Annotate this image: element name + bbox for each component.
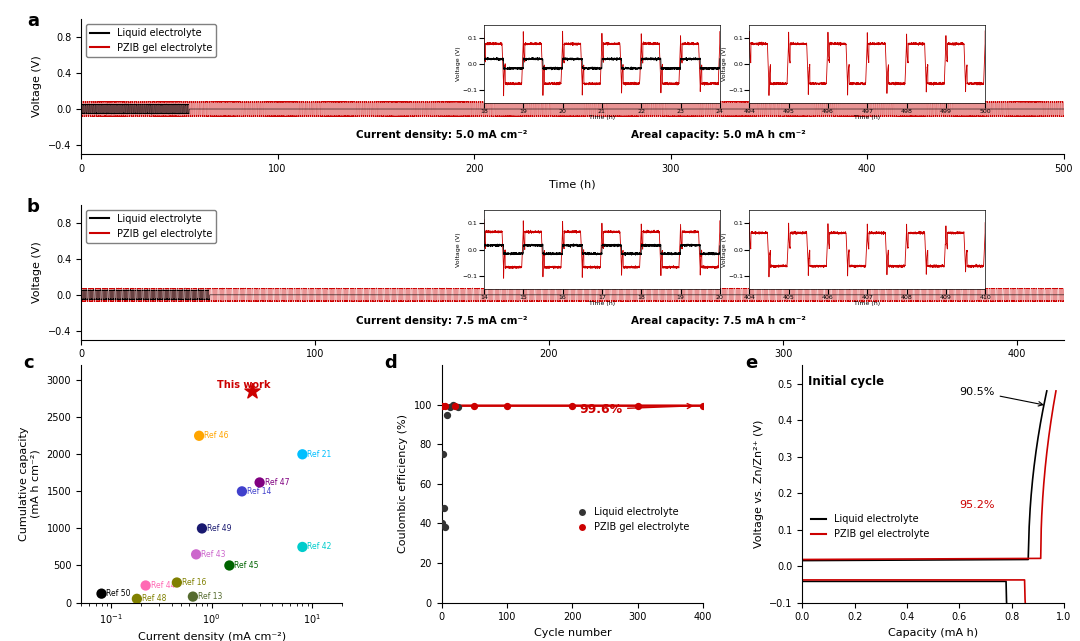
Y-axis label: Voltage (V): Voltage (V) <box>32 56 42 117</box>
Y-axis label: Cumulative capacity
(mA h cm⁻²): Cumulative capacity (mA h cm⁻²) <box>19 427 41 541</box>
Text: Ref 48: Ref 48 <box>141 594 166 603</box>
Point <box>449 402 467 412</box>
Legend: Liquid electrolyte, PZIB gel electrolyte: Liquid electrolyte, PZIB gel electrolyte <box>575 503 693 536</box>
X-axis label: Time (h): Time (h) <box>549 179 596 189</box>
Text: Ref 43: Ref 43 <box>201 550 226 559</box>
Text: Ref 46: Ref 46 <box>204 431 229 440</box>
Text: Current density: 5.0 mA cm⁻²: Current density: 5.0 mA cm⁻² <box>356 129 527 140</box>
Point <box>233 487 251 497</box>
Point <box>436 401 454 411</box>
Point <box>220 560 238 570</box>
Point <box>137 580 154 590</box>
Text: a: a <box>27 12 39 31</box>
Text: 95.2%: 95.2% <box>959 500 995 510</box>
Point <box>193 523 211 533</box>
Text: Areal capacity: 7.5 mA h cm⁻²: Areal capacity: 7.5 mA h cm⁻² <box>632 315 807 326</box>
Point <box>190 431 207 441</box>
Text: c: c <box>24 354 35 372</box>
Text: Ref 47: Ref 47 <box>265 478 289 487</box>
Text: This work: This work <box>217 379 270 390</box>
Point <box>294 449 311 460</box>
X-axis label: Current density (mA cm⁻²): Current density (mA cm⁻²) <box>137 631 286 641</box>
Point <box>564 401 581 411</box>
Text: b: b <box>27 198 40 216</box>
Text: Current density: 7.5 mA cm⁻²: Current density: 7.5 mA cm⁻² <box>356 315 528 326</box>
Text: Ref 50: Ref 50 <box>107 589 131 598</box>
Text: Ref 45: Ref 45 <box>234 561 259 570</box>
Text: d: d <box>384 354 397 372</box>
X-axis label: Cycle number: Cycle number <box>534 628 611 638</box>
Point <box>188 549 205 560</box>
Point <box>441 402 458 412</box>
Point <box>434 401 451 411</box>
Point <box>445 400 462 410</box>
Point <box>694 401 712 411</box>
Text: Ref 14: Ref 14 <box>247 487 271 496</box>
Legend: Liquid electrolyte, PZIB gel electrolyte: Liquid electrolyte, PZIB gel electrolyte <box>807 510 933 543</box>
X-axis label: Time (h): Time (h) <box>549 365 596 375</box>
Y-axis label: Voltage vs. Zn/Zn²⁺ (V): Voltage vs. Zn/Zn²⁺ (V) <box>754 420 764 548</box>
Text: Ref 13: Ref 13 <box>198 592 222 601</box>
Point <box>465 401 483 411</box>
Text: Ref 42: Ref 42 <box>308 542 332 551</box>
Text: Ref 21: Ref 21 <box>308 450 332 459</box>
Point <box>185 592 202 602</box>
Point <box>498 401 515 411</box>
Point <box>436 522 454 533</box>
Point <box>434 449 451 460</box>
Legend: Liquid electrolyte, PZIB gel electrolyte: Liquid electrolyte, PZIB gel electrolyte <box>86 24 216 57</box>
Text: Ref 49: Ref 49 <box>207 524 231 533</box>
Text: 99.6%: 99.6% <box>579 403 692 416</box>
Point <box>251 478 268 488</box>
Y-axis label: Voltage (V): Voltage (V) <box>32 242 42 303</box>
Legend: Liquid electrolyte, PZIB gel electrolyte: Liquid electrolyte, PZIB gel electrolyte <box>86 210 216 242</box>
Point <box>243 386 260 396</box>
Point <box>434 519 451 529</box>
X-axis label: Capacity (mA h): Capacity (mA h) <box>888 628 978 638</box>
Point <box>435 503 453 513</box>
Text: Areal capacity: 5.0 mA h cm⁻²: Areal capacity: 5.0 mA h cm⁻² <box>632 129 806 140</box>
Y-axis label: Coulombic efficiency (%): Coulombic efficiency (%) <box>399 415 408 553</box>
Text: Initial cycle: Initial cycle <box>808 375 883 388</box>
Point <box>294 542 311 552</box>
Point <box>168 578 186 588</box>
Point <box>129 594 146 604</box>
Text: e: e <box>745 354 757 372</box>
Point <box>446 401 463 411</box>
Point <box>438 410 456 420</box>
Point <box>630 401 647 411</box>
Text: 90.5%: 90.5% <box>959 387 1043 406</box>
Point <box>93 588 110 599</box>
Text: Ref 44: Ref 44 <box>150 581 175 590</box>
Text: Ref 16: Ref 16 <box>181 578 206 587</box>
